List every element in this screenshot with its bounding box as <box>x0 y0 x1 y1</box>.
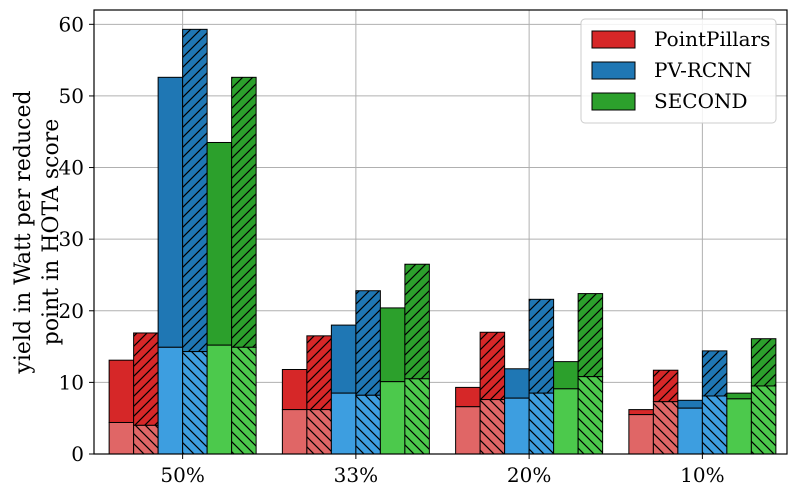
legend-label: SECOND <box>654 89 748 113</box>
bar-hatch-upper <box>133 332 159 426</box>
bar-segment-upper <box>553 361 579 390</box>
bar-hatch-upper <box>182 29 208 352</box>
bar-segment-lower <box>504 397 530 455</box>
bar-hatch-upper <box>231 77 257 348</box>
bar-hatch-lower <box>653 401 678 454</box>
legend-label: PV-RCNN <box>654 58 752 82</box>
bar-hatch-upper <box>702 350 727 396</box>
y-tick-label: 50 <box>59 84 84 108</box>
bar-segment-upper <box>108 359 135 423</box>
legend: PointPillars PV-RCNN SECOND <box>580 18 777 124</box>
legend-label: PointPillars <box>654 27 770 51</box>
bar-hatch-upper <box>578 293 603 377</box>
bar-hatch-lower <box>480 399 505 454</box>
bar-segment-lower <box>330 392 357 455</box>
bar-hatch-upper <box>404 264 430 379</box>
legend-swatch <box>591 30 636 49</box>
y-axis-label-line1: yield in Watt per reduced <box>11 90 36 374</box>
bar-segment-lower <box>726 398 752 455</box>
bar-segment-upper <box>628 409 654 416</box>
y-tick-label: 40 <box>59 156 84 180</box>
bar-hatch-lower <box>231 347 257 454</box>
bar-hatch-lower <box>578 376 603 454</box>
bar-segment-lower <box>677 407 703 455</box>
bar-hatch-lower <box>182 351 208 454</box>
plot-frame <box>93 9 788 455</box>
bar-segment-lower <box>108 421 135 455</box>
y-tick-label: 0 <box>71 442 84 466</box>
bar-segment-lower <box>628 414 654 455</box>
bar-hatch-upper <box>480 332 505 400</box>
bar-hatch-lower <box>702 395 727 454</box>
x-tick-label: 50% <box>160 463 204 487</box>
axis-ticks: 0 10 20 30 40 50 60 50% 33% 20% 10% <box>59 12 725 487</box>
bar-segment-upper <box>157 76 184 348</box>
bar-segment-upper <box>677 399 703 409</box>
bar-segment-upper <box>379 307 406 383</box>
bar-segment-upper <box>330 324 357 394</box>
bar-segment-upper <box>504 368 530 399</box>
x-tick-label: 10% <box>680 463 724 487</box>
bar-segment-upper <box>206 141 233 346</box>
bar-hatch-upper <box>355 290 381 396</box>
bars-group <box>108 28 777 455</box>
bar-hatch-lower <box>529 393 554 454</box>
bar-segment-lower <box>379 381 406 455</box>
bar-hatch-lower <box>404 378 430 454</box>
bar-hatch-lower <box>751 385 776 454</box>
y-tick-label: 60 <box>59 12 84 36</box>
x-tick-label: 20% <box>507 463 551 487</box>
bar-segment-lower <box>553 388 579 455</box>
bar-hatch-upper <box>751 338 776 386</box>
bar-segment-upper <box>726 392 752 400</box>
bar-hatch-lower <box>133 425 159 454</box>
bar-segment-lower <box>455 406 481 455</box>
bar-segment-lower <box>206 344 233 455</box>
bar-hatch-upper <box>529 299 554 394</box>
y-axis-label-line2: point in HOTA score <box>39 119 64 346</box>
y-tick-label: 10 <box>59 370 84 394</box>
bar-segment-upper <box>281 368 308 411</box>
bar-hatch-upper <box>306 335 332 410</box>
bar-hatch-lower <box>306 409 332 454</box>
y-tick-label: 20 <box>59 299 84 323</box>
bar-segment-lower <box>157 346 184 455</box>
legend-swatch <box>591 61 636 80</box>
bar-segment-upper <box>455 386 481 408</box>
bar-segment-lower <box>281 409 308 455</box>
x-tick-label: 33% <box>334 463 378 487</box>
bar-hatch-lower <box>355 395 381 454</box>
legend-swatch <box>591 92 636 111</box>
y-tick-label: 30 <box>59 227 84 251</box>
bar-hatch-upper <box>653 370 678 402</box>
